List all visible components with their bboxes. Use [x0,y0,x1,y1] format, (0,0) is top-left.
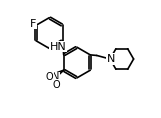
Text: F: F [30,19,36,29]
Text: N: N [52,72,60,82]
Text: O: O [52,80,60,90]
Text: HN: HN [49,42,66,52]
Text: N: N [106,54,115,64]
Text: O: O [46,72,53,82]
